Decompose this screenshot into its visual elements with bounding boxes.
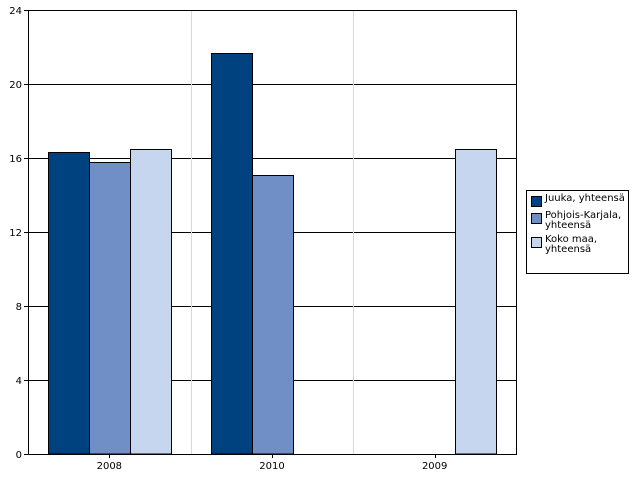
legend-label-2: Koko maa, yhteensä bbox=[545, 234, 598, 255]
y-tick-label-6: 24 bbox=[9, 6, 22, 17]
legend: Juuka, yhteensä Pohjois-Karjala, yhteens… bbox=[526, 190, 629, 274]
bar-1-1 bbox=[252, 175, 294, 455]
bar-0-2 bbox=[130, 149, 172, 455]
legend-item-1: Pohjois-Karjala, yhteensä bbox=[531, 211, 628, 231]
bar-0-1 bbox=[89, 162, 131, 455]
legend-swatch-2 bbox=[531, 237, 542, 248]
x-tick-label-0: 2008 bbox=[97, 461, 122, 472]
y-tick-label-3: 12 bbox=[9, 228, 22, 239]
legend-swatch-1 bbox=[531, 213, 542, 224]
bar-0-0 bbox=[48, 152, 90, 455]
y-tick-label-0: 0 bbox=[16, 450, 22, 461]
y-tick-label-4: 16 bbox=[9, 154, 22, 165]
y-axis-ticks: 0 4 8 12 16 20 24 bbox=[9, 6, 28, 461]
bar-1-0 bbox=[211, 53, 253, 455]
bar-2-2 bbox=[455, 149, 497, 455]
x-tick-label-2: 2009 bbox=[422, 461, 447, 472]
legend-item-2: Koko maa, yhteensä bbox=[531, 235, 628, 255]
x-tick-label-1: 2010 bbox=[259, 461, 284, 472]
x-axis-ticks: 2008 2010 2009 bbox=[97, 454, 447, 472]
y-tick-label-2: 8 bbox=[16, 302, 22, 313]
bars bbox=[48, 53, 497, 455]
legend-label-0: Juuka, yhteensä bbox=[545, 193, 625, 204]
legend-swatch-0 bbox=[531, 196, 542, 207]
legend-item-0: Juuka, yhteensä bbox=[531, 194, 628, 207]
y-tick-label-1: 4 bbox=[16, 376, 22, 387]
legend-label-1: Pohjois-Karjala, yhteensä bbox=[545, 210, 622, 231]
y-tick-label-5: 20 bbox=[9, 80, 22, 91]
